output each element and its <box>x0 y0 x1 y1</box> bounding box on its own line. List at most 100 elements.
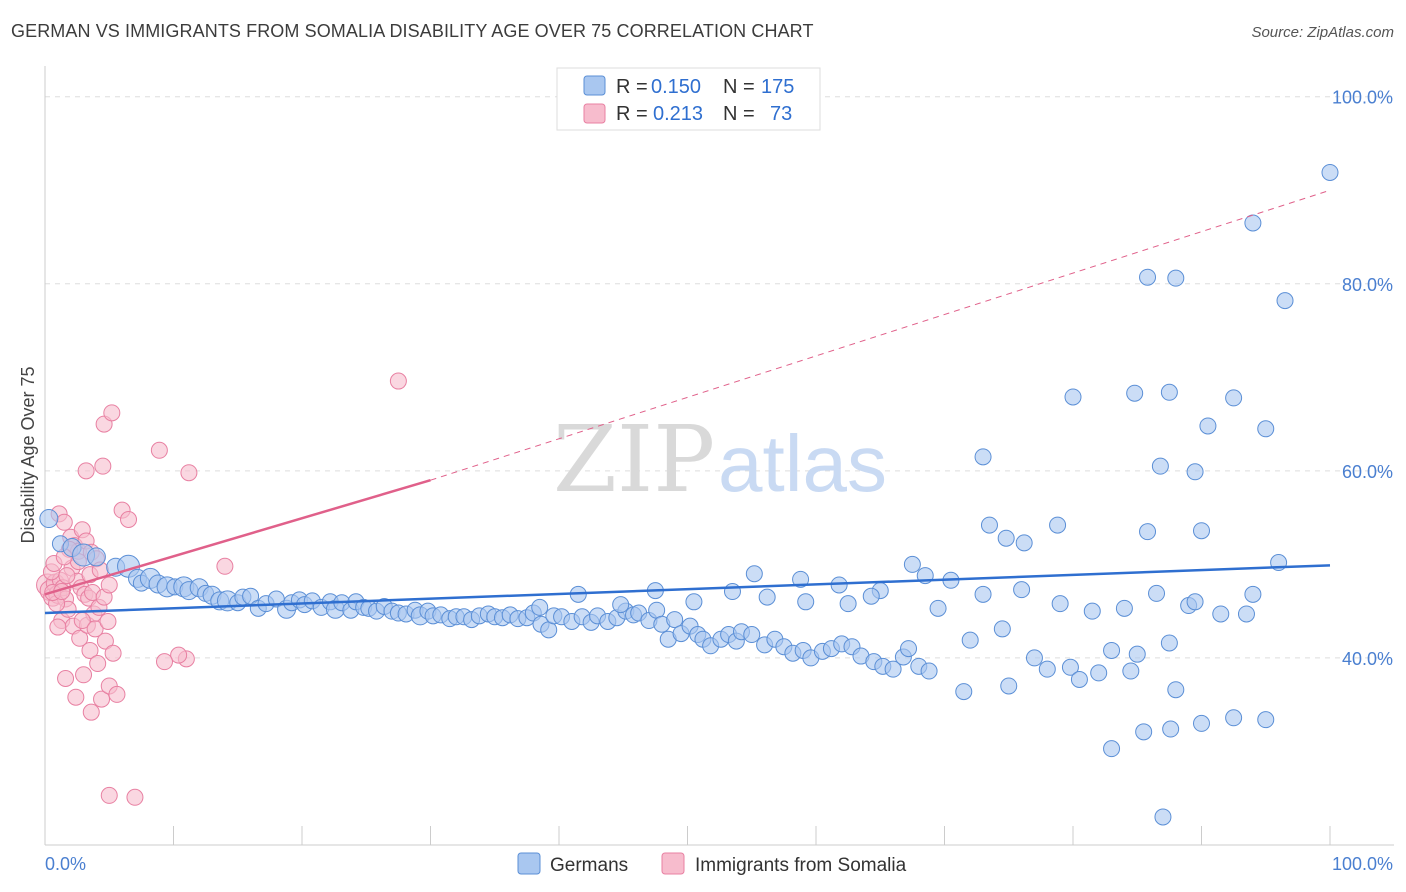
y-tick-label: 60.0% <box>1342 462 1393 482</box>
watermark: ZIP atlas <box>553 406 887 513</box>
legend-swatch-germans <box>583 75 606 96</box>
germans-point <box>961 631 979 649</box>
germans-point <box>1051 595 1069 613</box>
germans-point <box>929 599 947 617</box>
watermark-zip: ZIP <box>553 406 715 513</box>
germans-point <box>1244 214 1262 232</box>
germans-point <box>1064 388 1082 406</box>
germans-point <box>1225 389 1243 407</box>
somalia-point <box>156 653 174 671</box>
trendlines <box>44 189 1331 615</box>
somalia-point <box>57 670 75 688</box>
legend-bottom-swatch-germans[interactable] <box>517 852 541 875</box>
germans-points <box>39 163 1339 826</box>
germans-point <box>1128 645 1146 663</box>
somalia-point <box>58 567 76 585</box>
germans-point <box>1122 662 1140 680</box>
germans-point <box>900 640 918 658</box>
germans-point <box>1167 681 1185 699</box>
somalia-point <box>55 513 73 531</box>
germans-point <box>955 683 973 701</box>
germans-point <box>1193 714 1210 732</box>
germans-point <box>980 516 998 534</box>
germans-point <box>1276 292 1294 310</box>
x-tick-label: 100.0% <box>1332 854 1393 874</box>
germans-point <box>1151 457 1169 475</box>
somalia-point <box>216 557 234 575</box>
germans-point <box>1321 163 1339 181</box>
germans-point <box>862 587 880 605</box>
germans-point <box>1103 641 1121 659</box>
germans-point <box>666 611 684 629</box>
y-axis-label: Disability Age Over 75 <box>18 366 38 543</box>
germans-point <box>1225 709 1243 727</box>
somalia-point <box>150 441 168 459</box>
germans-point <box>974 448 992 466</box>
germans-point <box>1186 593 1204 611</box>
y-tick-label: 100.0% <box>1332 88 1393 108</box>
legend-r-value-somalia: 0.213 <box>653 103 703 125</box>
germans-point <box>1139 523 1157 541</box>
x-tick-label: 0.0% <box>45 854 86 874</box>
germans-point <box>745 565 763 583</box>
germans-point <box>1135 723 1153 741</box>
gridlines <box>45 96 1394 659</box>
somalia-point <box>389 372 407 390</box>
legend-n-value-somalia: 73 <box>770 103 792 125</box>
somalia-point <box>103 404 121 422</box>
germans-point <box>86 547 106 567</box>
germans-point <box>1038 660 1056 678</box>
somalia-point <box>75 666 93 684</box>
germans-point <box>1049 516 1067 534</box>
germans-point <box>1015 534 1033 552</box>
legend-swatch-somalia <box>583 103 606 124</box>
legend-bottom-swatch-somalia[interactable] <box>661 852 685 875</box>
legend-r-label-somalia: R = <box>616 103 648 125</box>
germans-point <box>884 660 902 678</box>
somalia-points <box>36 372 407 806</box>
chart-title: GERMAN VS IMMIGRANTS FROM SOMALIA DISABI… <box>11 21 814 41</box>
axes <box>44 66 1394 846</box>
series-legend: Germans Immigrants from Somalia <box>517 852 907 876</box>
germans-point <box>1126 384 1144 402</box>
germans-point <box>1244 585 1262 603</box>
somalia-point <box>81 641 99 659</box>
legend-r-label-germans: R = <box>616 76 648 98</box>
germans-point <box>1090 664 1108 682</box>
germans-point <box>1061 658 1079 676</box>
germans-point <box>1025 649 1043 667</box>
y-tick-label: 40.0% <box>1342 649 1393 669</box>
germans-point <box>1139 268 1157 286</box>
germans-point <box>1013 581 1031 599</box>
somalia-point <box>94 457 112 475</box>
germans-point <box>1160 383 1178 401</box>
germans-point <box>1257 420 1275 438</box>
somalia-point <box>49 618 67 636</box>
somalia-point <box>67 688 85 706</box>
legend-bottom-germans[interactable]: Germans <box>550 855 628 876</box>
somalia-point <box>96 632 114 650</box>
germans-point <box>1115 599 1133 617</box>
legend-n-label-germans: N = <box>723 76 755 98</box>
germans-point <box>1000 677 1018 695</box>
watermark-atlas: atlas <box>718 419 887 508</box>
legend-bottom-somalia[interactable]: Immigrants from Somalia <box>695 855 907 876</box>
legend-n-value-germans: 175 <box>761 76 794 98</box>
germans-point <box>723 583 741 601</box>
x-tick-labels: 0.0% 100.0% <box>45 854 1393 874</box>
germans-point <box>1103 740 1121 758</box>
germans-point <box>1148 584 1166 602</box>
germans-point <box>1186 463 1204 481</box>
somalia-point <box>89 655 107 673</box>
somalia-point <box>93 690 111 708</box>
legend-r-value-germans: 0.150 <box>651 76 701 98</box>
germans-point <box>792 570 810 588</box>
y-tick-labels: 40.0% 60.0% 80.0% 100.0% <box>1332 88 1393 669</box>
somalia-point <box>180 464 198 482</box>
germans-point <box>993 620 1011 638</box>
somalia-point <box>71 629 89 647</box>
germans-point <box>920 662 938 680</box>
somalia-point <box>86 620 104 638</box>
germans-point <box>997 529 1015 547</box>
somalia-point <box>100 786 118 804</box>
